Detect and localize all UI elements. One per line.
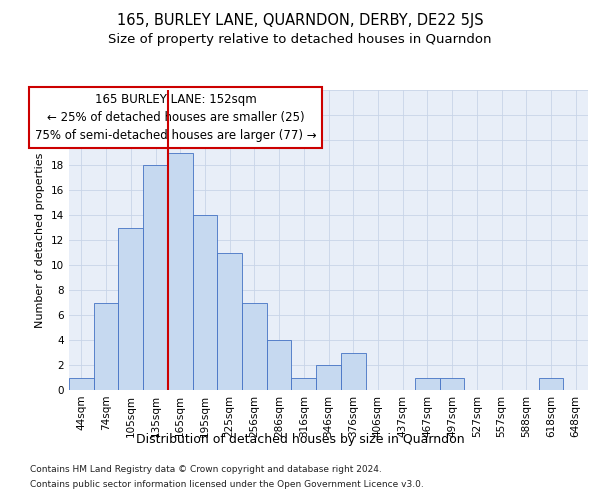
Bar	[94, 302, 118, 390]
Bar	[69, 378, 94, 390]
Text: 165 BURLEY LANE: 152sqm
← 25% of detached houses are smaller (25)
75% of semi-de: 165 BURLEY LANE: 152sqm ← 25% of detache…	[35, 93, 316, 142]
Text: Size of property relative to detached houses in Quarndon: Size of property relative to detached ho…	[108, 32, 492, 46]
Bar	[242, 302, 267, 390]
Bar	[267, 340, 292, 390]
Text: Contains public sector information licensed under the Open Government Licence v3: Contains public sector information licen…	[30, 480, 424, 489]
Bar	[143, 165, 168, 390]
Y-axis label: Number of detached properties: Number of detached properties	[35, 152, 46, 328]
Text: Contains HM Land Registry data © Crown copyright and database right 2024.: Contains HM Land Registry data © Crown c…	[30, 465, 382, 474]
Text: Distribution of detached houses by size in Quarndon: Distribution of detached houses by size …	[136, 432, 464, 446]
Bar	[217, 252, 242, 390]
Bar	[440, 378, 464, 390]
Bar	[292, 378, 316, 390]
Bar	[168, 152, 193, 390]
Bar	[415, 378, 440, 390]
Bar	[316, 365, 341, 390]
Bar	[341, 352, 365, 390]
Text: 165, BURLEY LANE, QUARNDON, DERBY, DE22 5JS: 165, BURLEY LANE, QUARNDON, DERBY, DE22 …	[116, 12, 484, 28]
Bar	[193, 215, 217, 390]
Bar	[539, 378, 563, 390]
Bar	[118, 228, 143, 390]
